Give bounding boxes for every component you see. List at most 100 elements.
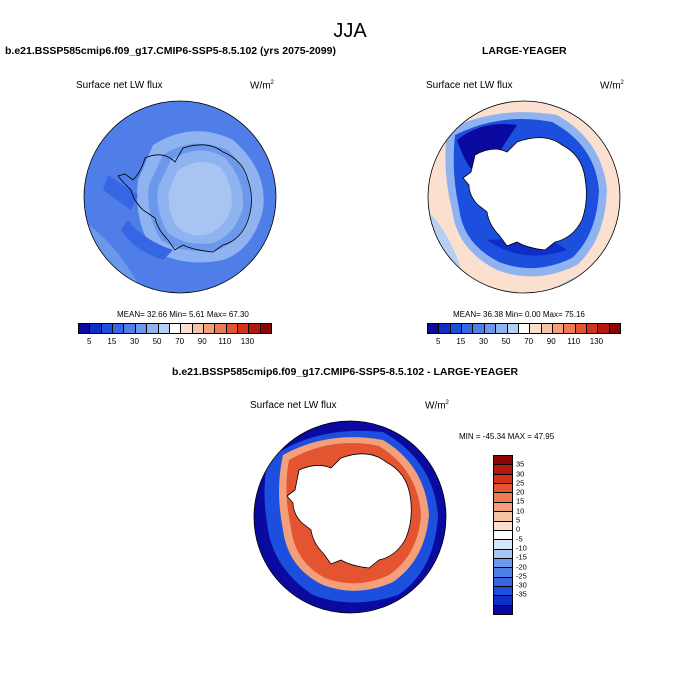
colorbar-swatch — [181, 324, 193, 333]
colorbar-tick-label: -10 — [516, 543, 527, 553]
colorbar-swatch — [249, 324, 261, 333]
colorbar-swatch — [494, 605, 512, 615]
panel2-colorbar — [427, 323, 621, 334]
colorbar-tick-label: 15 — [456, 337, 466, 346]
colorbar-tick-label: 10 — [516, 506, 525, 516]
colorbar-swatch — [530, 324, 542, 333]
colorbar-tick-label: 70 — [175, 337, 185, 346]
colorbar-swatch — [494, 540, 512, 550]
colorbar-swatch — [494, 568, 512, 578]
panel2-colorbar-ticks: 5 15 30 50 70 90 110 130 — [427, 337, 619, 347]
colorbar-swatch — [494, 474, 512, 485]
panel3-map — [253, 420, 447, 614]
colorbar-swatch — [238, 324, 250, 333]
main-title: JJA — [333, 20, 367, 42]
colorbar-swatch — [450, 324, 463, 333]
colorbar-tick-label: 110 — [218, 337, 232, 346]
colorbar-swatch — [518, 324, 531, 333]
colorbar-swatch — [494, 587, 512, 597]
panel2-title: LARGE-YEAGER — [482, 45, 567, 57]
colorbar-tick-label: 110 — [567, 337, 581, 346]
colorbar-swatch — [158, 324, 170, 333]
colorbar-swatch — [462, 324, 474, 333]
colorbar-swatch — [169, 324, 182, 333]
colorbar-swatch — [552, 324, 565, 333]
colorbar-swatch — [494, 456, 512, 466]
colorbar-swatch — [564, 324, 576, 333]
colorbar-swatch — [135, 324, 148, 333]
colorbar-tick-label: 20 — [516, 487, 525, 497]
colorbar-tick-label: 70 — [524, 337, 534, 346]
panel2-units: W/m2 — [600, 80, 624, 92]
colorbar-tick-label: -35 — [516, 589, 527, 599]
colorbar-tick-label: 130 — [240, 337, 255, 346]
colorbar-tick-label: 5 — [87, 337, 92, 346]
colorbar-swatch — [494, 521, 512, 531]
colorbar-tick-label: 35 — [516, 459, 525, 469]
colorbar-swatch — [226, 324, 239, 333]
colorbar-swatch — [587, 324, 599, 333]
panel3-colorbar — [493, 455, 513, 615]
panel1-colorbar-ticks: 5 15 30 50 70 90 110 130 — [78, 337, 270, 347]
colorbar-swatch — [494, 549, 512, 559]
colorbar-swatch — [215, 324, 227, 333]
colorbar-swatch — [494, 484, 512, 494]
colorbar-tick-label: -15 — [516, 552, 527, 562]
colorbar-tick-label: -30 — [516, 580, 527, 590]
colorbar-swatch — [192, 324, 204, 333]
colorbar-swatch — [101, 324, 114, 333]
colorbar-swatch — [260, 324, 272, 333]
colorbar-tick-label: 90 — [546, 337, 556, 346]
colorbar-tick-label: 0 — [516, 524, 521, 534]
colorbar-swatch — [507, 324, 519, 333]
colorbar-swatch — [439, 324, 451, 333]
panel3-colorbar-ticks: 35 30 25 20 15 10 5 0 -5 -10 -15 -20 -25 -30 -35 — [516, 455, 546, 613]
colorbar-swatch — [203, 324, 216, 333]
colorbar-swatch — [541, 324, 553, 333]
colorbar-swatch — [124, 324, 136, 333]
colorbar-tick-label: 130 — [589, 337, 604, 346]
panel1-units: W/m2 — [250, 80, 274, 92]
colorbar-swatch — [79, 324, 91, 333]
colorbar-tick-label: -20 — [516, 562, 527, 572]
colorbar-tick-label: 90 — [197, 337, 207, 346]
panel3-title: b.e21.BSSP585cmip6.f09_g17.CMIP6-SSP5-8.… — [172, 366, 519, 378]
colorbar-tick-label: -5 — [516, 534, 523, 544]
colorbar-tick-label: 30 — [479, 337, 488, 346]
panel2-stats: MEAN= 36.38 Min= 0.00 Max= 75.16 — [453, 310, 585, 319]
colorbar-swatch — [494, 465, 512, 475]
colorbar-swatch — [494, 512, 512, 522]
colorbar-swatch — [147, 324, 159, 333]
panel3-units: W/m2 — [425, 400, 449, 412]
panel1-colorbar — [78, 323, 272, 334]
panel1-title: b.e21.BSSP585cmip6.f09_g17.CMIP6-SSP5-8.… — [5, 45, 336, 57]
colorbar-tick-label: 25 — [516, 478, 525, 488]
colorbar-swatch — [90, 324, 102, 333]
colorbar-swatch — [484, 324, 497, 333]
colorbar-tick-label: 30 — [130, 337, 139, 346]
panel1-map — [83, 100, 277, 294]
colorbar-swatch — [494, 530, 512, 541]
colorbar-tick-label: 30 — [516, 469, 525, 479]
colorbar-tick-label: 5 — [516, 515, 521, 525]
colorbar-tick-label: 15 — [107, 337, 117, 346]
panel1-variable-label: Surface net LW flux — [76, 80, 163, 91]
panel3-variable-label: Surface net LW flux — [250, 400, 337, 411]
panel1-stats: MEAN= 32.66 Min= 5.61 Max= 67.30 — [117, 310, 249, 319]
colorbar-tick-label: 50 — [152, 337, 162, 346]
panel3-stats: MIN = -45.34 MAX = 47.95 — [459, 432, 555, 441]
colorbar-swatch — [494, 502, 512, 513]
colorbar-swatch — [494, 558, 512, 569]
panel2-map — [427, 100, 621, 294]
colorbar-swatch — [113, 324, 125, 333]
colorbar-swatch — [428, 324, 440, 333]
colorbar-tick-label: -25 — [516, 571, 527, 581]
colorbar-tick-label: 50 — [501, 337, 511, 346]
colorbar-swatch — [494, 596, 512, 606]
colorbar-swatch — [494, 577, 512, 588]
colorbar-swatch — [598, 324, 610, 333]
colorbar-swatch — [494, 493, 512, 503]
colorbar-swatch — [609, 324, 621, 333]
colorbar-swatch — [575, 324, 588, 333]
colorbar-swatch — [496, 324, 508, 333]
